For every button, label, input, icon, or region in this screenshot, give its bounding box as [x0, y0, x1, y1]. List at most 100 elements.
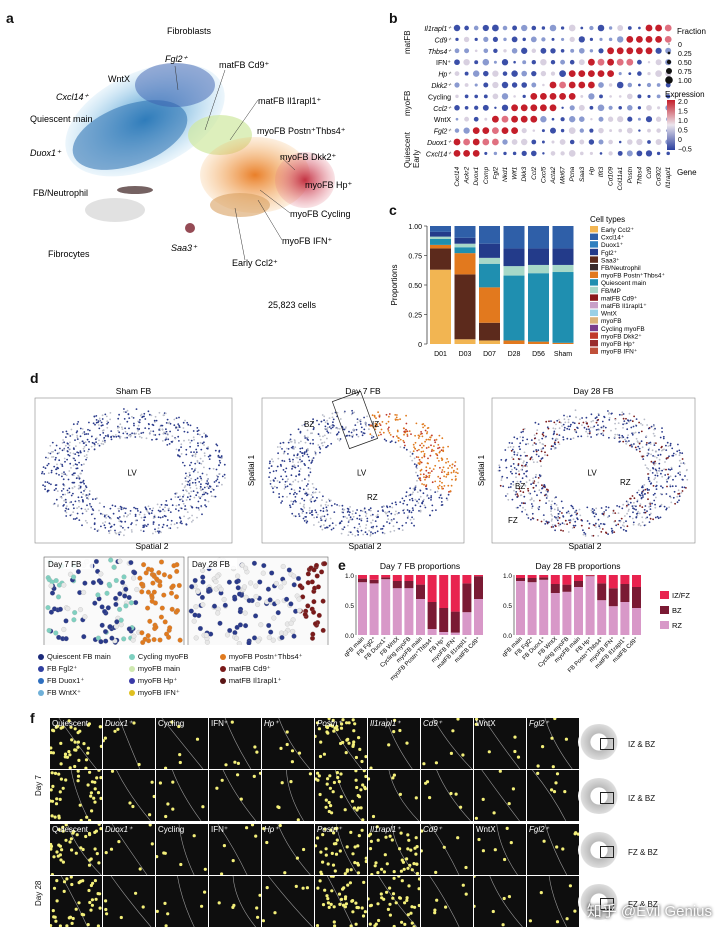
spatial-cell	[601, 512, 604, 515]
spatial-cell	[317, 521, 320, 524]
zone-legend-label: BZ	[672, 606, 682, 615]
spatial-cell	[598, 428, 601, 431]
marker-dot	[64, 838, 68, 842]
legend-label: myoFB IFN⁺	[601, 349, 638, 356]
marker-dot	[456, 718, 460, 721]
spatial-cell	[565, 511, 568, 514]
spatial-cell	[328, 426, 331, 428]
spatial-cell	[450, 484, 453, 487]
spatial-cell	[95, 419, 98, 421]
spatial-cell	[269, 460, 271, 463]
spatial-cell	[608, 419, 611, 421]
dotplot-dot	[503, 37, 507, 42]
marker-dot	[76, 779, 80, 783]
spatial-cell	[111, 504, 114, 507]
spatial-cell	[301, 447, 304, 450]
spatial-cell	[531, 458, 534, 461]
spatial-cell	[145, 507, 147, 510]
spatial-cell	[105, 514, 108, 516]
spatial-cell	[365, 524, 368, 526]
spatial-cell	[299, 458, 301, 461]
marker-dot	[539, 891, 543, 895]
zoom-cell	[82, 614, 88, 620]
spatial-cell	[158, 524, 160, 526]
dotplot-dot	[560, 117, 565, 122]
spatial-cell	[593, 511, 596, 514]
spatial-cell	[196, 477, 199, 480]
microscopy-tile	[315, 770, 367, 821]
spatial-cell	[283, 460, 286, 462]
spatial-cell	[90, 526, 92, 529]
dotplot-dot	[656, 83, 661, 87]
zone-chart-title: Day 28 FB proportions	[535, 561, 620, 571]
spatial-cell	[535, 484, 537, 487]
spatial-cell	[585, 430, 587, 433]
zoom-cell	[257, 579, 263, 585]
spatial-cell	[166, 504, 168, 507]
spatial-cell	[433, 445, 435, 447]
spatial-cell	[55, 468, 58, 471]
zoom-cell	[176, 583, 182, 589]
spatial-cell	[667, 473, 669, 476]
zone-label-bz: BZ	[304, 420, 314, 429]
spatial-cell	[197, 429, 200, 432]
spatial-cell	[376, 513, 379, 516]
zoom-cell	[297, 583, 303, 589]
spatial-cell	[58, 459, 61, 462]
spatial-cell	[636, 512, 639, 515]
marker-dot	[364, 856, 367, 860]
spatial-cell	[652, 455, 654, 457]
spatial-cell	[633, 443, 635, 445]
spatial-cell	[632, 425, 635, 428]
spatial-cell	[345, 426, 347, 428]
spatial-cell	[522, 436, 524, 439]
zoom-cell	[200, 579, 206, 585]
spatial-cell	[326, 430, 329, 433]
spatial-cell	[75, 517, 78, 519]
spatial-cell	[572, 507, 575, 510]
dotplot-dot	[474, 37, 478, 42]
spatial-cell	[102, 443, 105, 446]
marker-dot	[256, 915, 260, 919]
marker-dot	[555, 772, 560, 776]
spatial-cell	[598, 524, 600, 526]
umap-label: Cxcl14⁺	[56, 92, 90, 102]
spatial-cell	[626, 525, 629, 528]
legend-swatch	[590, 271, 598, 278]
spatial-cell	[146, 510, 148, 512]
spatial-cell	[152, 532, 154, 535]
zoom-cell	[105, 605, 111, 611]
spatial-cell	[646, 516, 649, 519]
spatial-cell	[93, 415, 96, 418]
zone-bar-segment	[439, 632, 449, 635]
spatial-cell	[177, 435, 180, 438]
dotplot-dot	[645, 116, 653, 123]
marker-dot	[301, 886, 305, 890]
spatial-cell	[533, 434, 536, 437]
spatial-cell	[211, 487, 214, 490]
spatial-cell	[456, 468, 459, 470]
spatial-cell	[595, 522, 597, 525]
spatial-cell	[134, 436, 137, 438]
zoom-cell	[258, 622, 264, 628]
spatial-cell	[423, 454, 426, 457]
spatial-cell	[644, 511, 647, 514]
marker-dot	[50, 814, 54, 818]
spatial-cell	[364, 531, 367, 534]
zoom-cell	[99, 604, 105, 610]
marker-dot	[516, 755, 521, 759]
zone-bar-segment	[439, 608, 449, 632]
spatial-cell	[513, 467, 516, 469]
spatial-cell	[447, 471, 450, 474]
spatial-cell	[321, 414, 324, 416]
spatial-cell	[114, 505, 117, 508]
spatial-cell	[179, 498, 181, 501]
spatial-cell	[78, 475, 80, 478]
fraction-legend-dot	[668, 43, 670, 45]
spatial-cell	[73, 507, 75, 510]
spatial-cell	[614, 427, 617, 430]
spatial-cell	[377, 516, 379, 518]
marker-dot	[407, 838, 411, 842]
spatial-cell	[621, 411, 624, 414]
spatial-cell	[420, 468, 423, 471]
